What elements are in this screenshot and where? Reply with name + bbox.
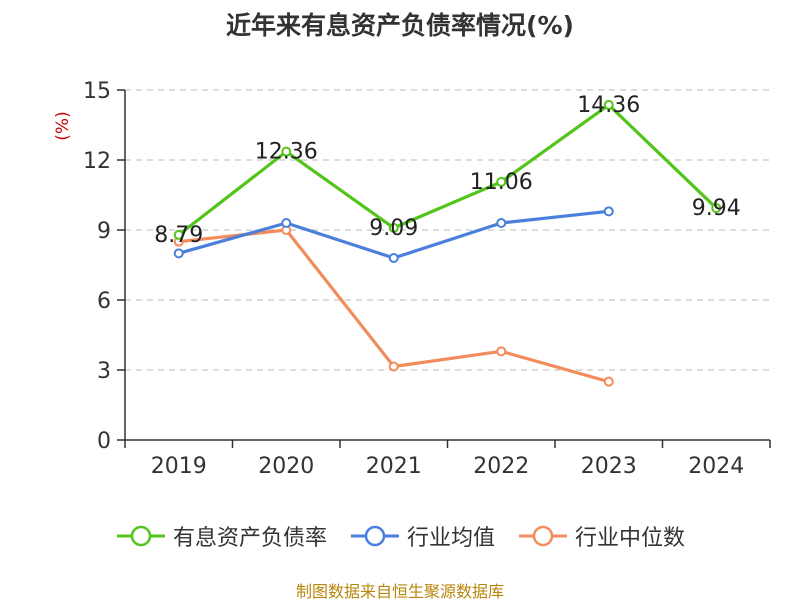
series-point-1: [496, 218, 507, 228]
legend-circle-company: [130, 525, 152, 547]
series-point-0: [496, 176, 507, 187]
series-point-2: [496, 346, 507, 357]
grid-layer: [125, 89, 770, 371]
legend-label-company: 有息资产负债率: [172, 526, 327, 551]
legend-marker-industry-median: [519, 525, 567, 547]
data-label: 14.36: [577, 93, 640, 118]
axis-layer: 0 3 6 9 12 15 (%) 2019 2020 2021 2022 2023 2024: [53, 79, 771, 479]
y-tick-label: 15: [83, 79, 111, 104]
series-point-0: [173, 229, 184, 240]
chart-title: 近年来有息资产负债率情况(%): [226, 11, 574, 40]
series-point-0: [281, 146, 292, 157]
data-label: 11.06: [470, 170, 533, 195]
series-point-2: [388, 361, 399, 372]
series-line-2: [178, 228, 610, 384]
legend-circle-industry-median: [532, 525, 554, 547]
data-label: 9.09: [369, 216, 418, 241]
series-point-1: [173, 248, 184, 259]
legend-marker-industry-avg: [350, 525, 399, 547]
legend-item-company[interactable]: 有息资产负债率: [115, 520, 327, 552]
legend-circle-industry-avg: [364, 525, 386, 547]
legend-marker-company: [116, 525, 165, 547]
x-tick-label: 2019: [151, 454, 207, 479]
x-tick-label: 2021: [366, 454, 422, 479]
y-tick-label: 3: [97, 359, 111, 384]
series-point-0: [603, 99, 614, 110]
y-axis-label: (%): [53, 111, 73, 140]
series-point-1: [603, 206, 614, 217]
series-point-0: [388, 222, 399, 233]
y-tick-label: 0: [97, 429, 111, 454]
x-tick-label: 2023: [581, 454, 637, 479]
y-tick-label: 6: [97, 289, 111, 314]
series-line-0: [177, 103, 718, 237]
legend-label-industry-median: 行业中位数: [575, 526, 686, 551]
data-label: 12.36: [255, 140, 318, 165]
data-label-layer: 8.79 12.36 9.09 11.06 14.36 9.94: [154, 93, 740, 248]
legend-label-industry-avg: 行业均值: [406, 526, 495, 551]
x-tick-label: 2024: [688, 454, 744, 479]
legend: 有息资产负债率 行业均值 行业中位数: [0, 520, 800, 552]
series-point-1: [388, 253, 399, 263]
data-label: 8.79: [154, 223, 203, 248]
y-tick-label: 9: [97, 219, 111, 244]
legend-item-industry-median[interactable]: 行业中位数: [517, 520, 685, 552]
series-layer: [173, 99, 722, 387]
y-tick-label: 12: [83, 149, 111, 174]
series-point-0: [711, 203, 722, 214]
legend-item-industry-avg[interactable]: 行业均值: [349, 520, 495, 552]
x-tick-label: 2022: [473, 454, 529, 479]
data-label: 9.94: [692, 196, 741, 221]
x-tick-label: 2020: [258, 454, 314, 479]
series-point-2: [603, 376, 614, 387]
series-point-1: [281, 218, 292, 228]
source-note: 制图数据来自恒生聚源数据库: [295, 582, 504, 601]
